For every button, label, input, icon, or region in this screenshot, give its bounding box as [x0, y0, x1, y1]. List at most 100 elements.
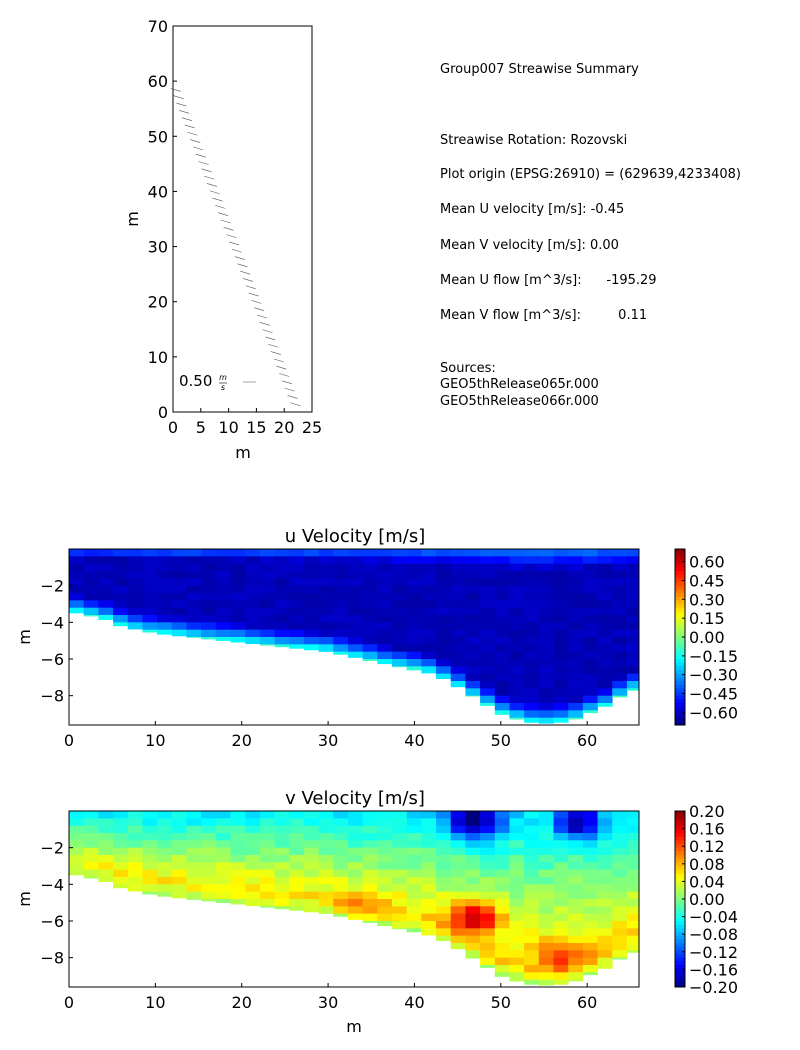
u-heatmap-cell [494, 695, 510, 704]
v-heatmap-cell [333, 862, 349, 871]
u-heatmap-cell [626, 688, 640, 691]
v-heatmap-cell [553, 811, 569, 819]
v-heatmap-cell [553, 972, 569, 981]
v-heatmap-cell [509, 825, 525, 834]
v-heatmap-cell [274, 884, 290, 893]
u-colorbar-tick-label: −0.30 [689, 666, 738, 685]
u-heatmap-cell [582, 571, 598, 579]
v-heatmap-cell [186, 862, 202, 871]
u-heatmap-cell [421, 629, 437, 638]
quiver-arrow [284, 387, 295, 392]
u-x-tick-label: 30 [318, 731, 338, 750]
u-heatmap-cell [597, 666, 613, 675]
v-heatmap-cell [201, 869, 217, 878]
v-heatmap-cell [347, 833, 364, 841]
v-colorbar-segment [675, 888, 685, 893]
v-heatmap-cell [392, 862, 408, 871]
v-heatmap-cell [480, 862, 496, 871]
v-colorbar-segment [675, 818, 685, 823]
u-plot-title: u Velocity [m/s] [285, 526, 425, 547]
u-heatmap-cell [362, 615, 378, 623]
quiver-key-label: 0.50 [179, 372, 212, 390]
u-heatmap-cell [171, 549, 187, 557]
v-heatmap-cell [347, 862, 364, 871]
v-heatmap-cell [274, 877, 290, 885]
v-heatmap-cell [465, 943, 481, 951]
u-heatmap-cell [392, 629, 408, 638]
v-heatmap-cell [186, 847, 202, 856]
u-heatmap-cell [142, 549, 158, 557]
u-x-tick-label: 20 [232, 731, 252, 750]
u-heatmap-cell [568, 593, 584, 601]
u-heatmap-cell [582, 644, 598, 653]
u-heatmap-cell [69, 556, 85, 565]
v-heatmap-cell [406, 891, 422, 900]
u-heatmap-cell [626, 622, 640, 631]
v-heatmap-cell [113, 847, 129, 856]
v-heatmap-cell [538, 928, 554, 937]
v-heatmap-cell [289, 884, 305, 893]
v-colorbar-tick-label: 0.00 [689, 890, 725, 909]
v-heatmap-cell [480, 906, 496, 915]
u-colorbar-segment [675, 611, 685, 616]
u-heatmap-cell [201, 563, 217, 572]
v-heatmap-cell [230, 855, 246, 863]
u-heatmap-cell [303, 549, 319, 557]
u-heatmap-cell [436, 651, 452, 660]
v-heatmap-cell [465, 833, 481, 841]
u-heatmap-cell [333, 622, 349, 631]
u-heatmap-cell [259, 615, 275, 623]
u-heatmap-cell [450, 585, 466, 594]
u-heatmap-cell [69, 607, 85, 614]
v-heatmap-cell [69, 847, 85, 856]
v-heatmap-cell [465, 825, 481, 834]
u-heatmap-cell [480, 688, 496, 697]
u-heatmap-cell [597, 556, 613, 565]
quiver-arrow [270, 351, 281, 355]
u-heatmap-cell [538, 578, 554, 587]
u-colorbar-segment [675, 578, 685, 583]
u-heatmap-cell [436, 644, 452, 653]
u-heatmap-cell [318, 585, 334, 594]
u-y-label: m [15, 629, 34, 645]
u-y-ticks: −2−4−6−8 [40, 577, 73, 706]
v-heatmap-cell [538, 965, 554, 973]
u-heatmap-cell [289, 585, 305, 594]
v-heatmap-cell [626, 891, 640, 900]
v-heatmap-cell [245, 899, 261, 907]
v-heatmap-cell [69, 833, 85, 841]
u-heatmap-cell [186, 622, 202, 631]
u-heatmap-cell [157, 578, 173, 587]
v-heatmap-cell [259, 899, 275, 907]
quiver-arrow [248, 292, 259, 297]
v-heatmap-cell [509, 906, 525, 915]
quiver-arrow [201, 168, 212, 173]
v-heatmap-cell [230, 833, 246, 841]
u-heatmap-cell [142, 615, 158, 623]
u-heatmap-cell [553, 644, 569, 653]
summary-mean-v: Mean V velocity [m/s]: 0.00 [440, 238, 619, 253]
v-heatmap-cell [333, 913, 349, 917]
v-heatmap-cell [524, 884, 540, 893]
u-heatmap-cell [480, 695, 496, 704]
v-heatmap-cell [392, 899, 408, 907]
u-heatmap-cell [362, 637, 378, 645]
u-heatmap-cell [259, 578, 275, 587]
u-heatmap-cell [333, 607, 349, 616]
u-x-tick-label: 60 [577, 731, 597, 750]
v-heatmap-cell [612, 884, 628, 893]
u-heatmap-cell [480, 622, 496, 631]
u-heatmap-cell [524, 695, 540, 704]
v-heatmap-cell [113, 884, 129, 889]
u-x-tick-label: 10 [145, 731, 165, 750]
u-heatmap-cell [553, 717, 569, 723]
u-heatmap-cell [157, 629, 173, 635]
u-heatmap-cell [201, 571, 217, 579]
v-colorbar-segment [675, 950, 685, 955]
u-heatmap-cell [538, 571, 554, 579]
u-heatmap-cell [333, 600, 349, 609]
v-plot-title: v Velocity [m/s] [285, 788, 425, 809]
v-heatmap-cell [274, 840, 290, 849]
u-heatmap-cell [377, 585, 393, 594]
u-heatmap-cell [626, 629, 640, 638]
